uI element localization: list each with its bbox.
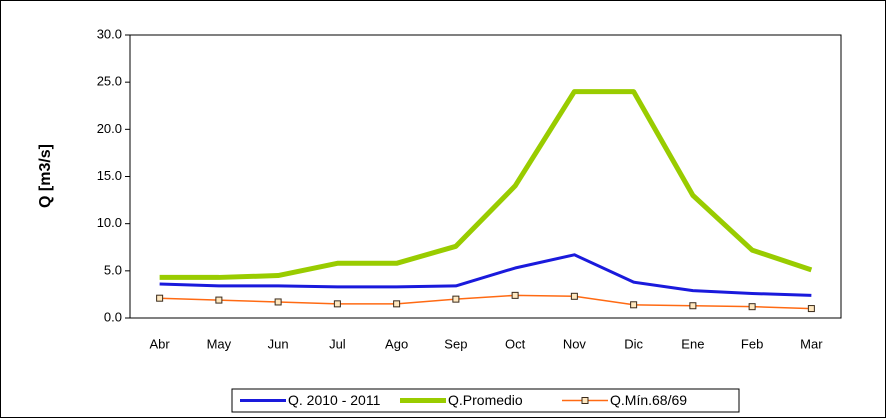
x-tick-label: Ene <box>681 336 704 351</box>
marker <box>689 302 697 310</box>
x-tick-label: Oct <box>505 336 526 351</box>
x-tick-label: Jul <box>329 336 346 351</box>
y-tick-label: 20.0 <box>97 121 122 136</box>
x-tick-label: Nov <box>563 336 587 351</box>
marker <box>748 303 756 311</box>
x-tick-label: Feb <box>741 336 763 351</box>
x-tick-label: May <box>207 336 232 351</box>
legend-label: Q. 2010 - 2011 <box>288 392 381 408</box>
marker <box>274 298 282 306</box>
y-axis-label: Q [m3/s] <box>37 144 54 208</box>
series-line <box>159 294 812 310</box>
y-tick-label: 30.0 <box>97 26 122 41</box>
plot-area <box>129 34 842 319</box>
legend-label: Q.Mín.68/69 <box>610 392 687 408</box>
x-tick-label: Ago <box>385 336 408 351</box>
y-tick-label: 10.0 <box>97 215 122 230</box>
x-tick-label: Abr <box>150 336 171 351</box>
marker <box>333 300 341 308</box>
legend-box <box>231 388 740 413</box>
x-tick-label: Mar <box>800 336 823 351</box>
marker <box>156 294 164 302</box>
marker <box>215 296 223 304</box>
legend-label: Q.Promedio <box>448 392 523 408</box>
x-tick-label: Sep <box>444 336 467 351</box>
marker <box>807 305 815 313</box>
y-tick-label: 5.0 <box>104 262 122 277</box>
marker <box>452 295 460 303</box>
marker <box>570 292 578 300</box>
x-tick-label: Dic <box>624 336 643 351</box>
series-line <box>159 253 812 297</box>
y-tick-label: 0.0 <box>104 309 122 324</box>
legend-marker <box>581 397 589 404</box>
y-tick-label: 25.0 <box>97 74 122 89</box>
x-tick-label: Jun <box>268 336 289 351</box>
y-tick-label: 15.0 <box>97 168 122 183</box>
series-line <box>159 89 813 280</box>
marker <box>630 301 638 309</box>
marker <box>393 300 401 308</box>
marker <box>511 291 519 299</box>
